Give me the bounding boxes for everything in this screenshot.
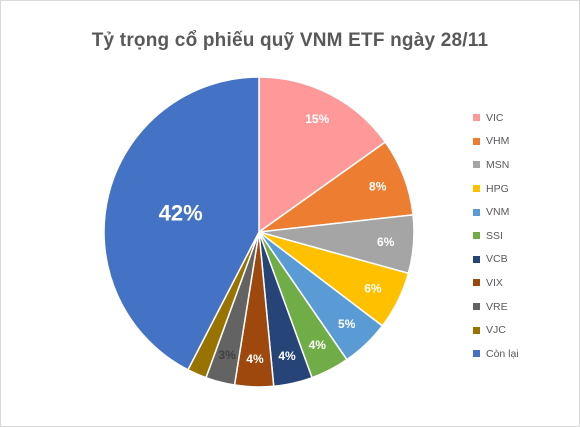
data-label-vre: 3% [218,348,236,362]
legend-label: VNM [486,206,510,219]
chart-title: Tỷ trọng cổ phiếu quỹ VNM ETF ngày 28/11 [91,30,489,51]
legend-swatch [473,208,480,216]
legend-item-ssi: SSI [473,224,573,248]
legend-item-vic: VIC [473,106,573,130]
legend-swatch [473,279,480,287]
chart-legend: VIC VHM MSN HPG VNM SSI VCB VIX VRE VJC Còn lại [473,106,573,366]
legend-swatch [473,161,480,169]
data-label-vhm: 8% [369,180,387,194]
data-label-vnm: 5% [338,317,356,331]
legend-item-vre: VRE [473,295,573,319]
legend-label: MSN [486,158,510,171]
data-label-vix: 4% [246,352,264,366]
pie-slice-con-lai [103,76,260,371]
legend-label: Còn lại [486,347,519,360]
legend-swatch [473,326,480,334]
legend-item-msn: MSN [473,153,573,177]
legend-swatch [473,350,480,358]
data-label-hpg: 6% [364,281,382,295]
legend-item-vhm: VHM [473,130,573,154]
legend-item-hpg: HPG [473,177,573,201]
legend-item-vcb: VCB [473,248,573,272]
data-label-msn: 6% [377,235,395,249]
legend-item-vnm: VNM [473,200,573,224]
legend-label: VHM [486,135,510,148]
data-label-con-lai: 42% [159,200,203,225]
legend-swatch [473,137,480,145]
legend-swatch [473,303,480,311]
legend-label: VRE [486,300,508,313]
legend-label: VCB [486,253,508,266]
legend-swatch [473,232,480,240]
legend-label: VIC [486,111,504,124]
data-label-vcb: 4% [278,349,296,363]
legend-label: VJC [486,324,506,337]
data-label-ssi: 4% [309,338,327,352]
legend-label: SSI [486,229,503,242]
pie-slice-vic [258,76,387,234]
legend-swatch [473,114,480,122]
data-label-vic: 15% [305,112,329,126]
legend-item-vix: VIX [473,271,573,295]
legend-label: HPG [486,182,509,195]
legend-swatch [473,255,480,263]
legend-item-vjc: VJC [473,318,573,342]
legend-label: VIX [486,276,503,289]
legend-item-con-lai: Còn lại [473,342,573,366]
legend-swatch [473,185,480,193]
